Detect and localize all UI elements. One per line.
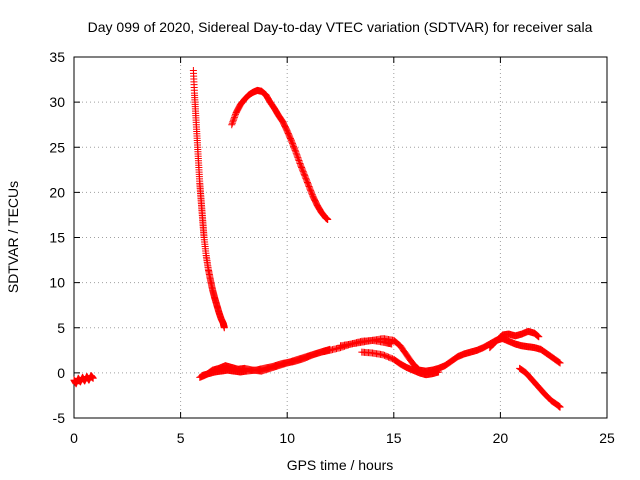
data-point	[388, 340, 396, 348]
data-point	[220, 324, 228, 332]
data-point	[324, 215, 332, 223]
y-tick-label: 10	[49, 275, 65, 291]
data-point	[556, 403, 564, 411]
x-axis-label: GPS time / hours	[287, 457, 394, 473]
y-tick-label: 30	[49, 94, 65, 110]
data-point	[231, 112, 239, 120]
y-tick-label: 25	[49, 139, 65, 155]
data-point	[293, 151, 301, 159]
series-arc-late-drop	[516, 364, 564, 411]
data-point	[435, 368, 443, 376]
data-point	[229, 116, 237, 124]
x-tick-label: 15	[386, 430, 402, 446]
data-point	[554, 358, 562, 366]
data-point	[229, 118, 237, 126]
data-point	[293, 152, 301, 160]
y-tick-label: -5	[53, 410, 66, 426]
y-tick-label: 15	[49, 230, 65, 246]
series-arc-main-2	[198, 345, 334, 380]
grid	[74, 57, 607, 418]
series-arc-main-5	[486, 327, 543, 352]
y-tick-label: 5	[57, 320, 65, 336]
chart-title: Day 099 of 2020, Sidereal Day-to-day VTE…	[88, 19, 593, 35]
y-axis-label: SDTVAR / TECUs	[5, 181, 21, 293]
data-point	[535, 333, 543, 341]
x-tick-label: 5	[177, 430, 185, 446]
plot-frame	[73, 56, 608, 419]
data-point	[294, 155, 302, 163]
data-point	[555, 358, 563, 366]
y-tick-label: 0	[57, 365, 65, 381]
x-tick-label: 10	[279, 430, 295, 446]
data-point	[228, 119, 236, 127]
y-tick-label: 35	[49, 49, 65, 65]
x-tick-label: 0	[70, 430, 78, 446]
data-point	[295, 157, 303, 165]
series-arc-early	[70, 372, 97, 388]
data-point	[326, 345, 334, 353]
series-arc-main-4	[358, 348, 443, 379]
data-point	[294, 154, 302, 162]
data-point	[556, 359, 564, 367]
y-tick-label: 20	[49, 184, 65, 200]
x-tick-label: 25	[599, 430, 615, 446]
series-arc-peak	[228, 86, 332, 223]
data-point	[230, 113, 238, 121]
data-point	[230, 115, 238, 123]
data-point	[292, 149, 300, 157]
data-point	[292, 148, 300, 156]
x-tick-label: 20	[493, 430, 509, 446]
series-arc-steep-drop	[189, 67, 228, 332]
data-point	[89, 374, 97, 382]
data-point	[228, 121, 236, 129]
data-points	[70, 67, 564, 411]
